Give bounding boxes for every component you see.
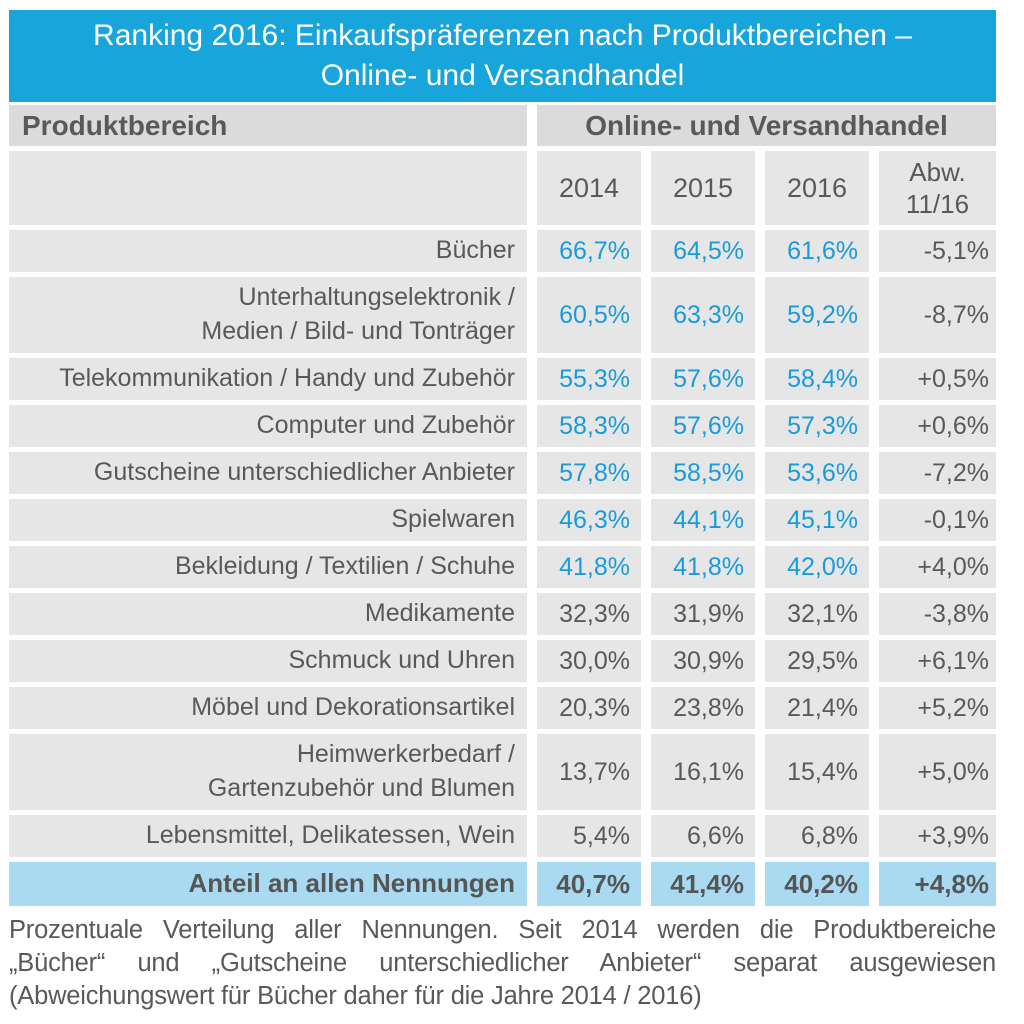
column-header-abw-11-16: Abw. 11/16 (879, 151, 996, 225)
column-header-online-versandhandel: Online- und Versandhandel (537, 105, 996, 146)
footnote-line-1: Prozentuale Verteilung aller Nennungen. … (9, 916, 996, 944)
value-abw-11-16: -3,8% (879, 593, 996, 635)
value-2015: 16,1% (651, 734, 755, 810)
value-2014: 32,3% (537, 593, 641, 635)
table-row: Bekleidung / Textilien / Schuhe 41,8% 41,8… (9, 546, 996, 588)
table-row: Heimwerkerbedarf / Gartenzubehör und Blum… (9, 734, 996, 810)
value-abw-11-16: +0,5% (879, 358, 996, 400)
row-label: Gutscheine unterschiedlicher Anbieter (9, 452, 527, 494)
value-2016: 61,6% (765, 230, 869, 272)
value-2014: 46,3% (537, 499, 641, 541)
table-row: Spielwaren 46,3% 44,1% 45,1% -0,1% (9, 499, 996, 541)
row-label: Bücher (9, 230, 527, 272)
row-label: Spielwaren (9, 499, 527, 541)
row-label: Bekleidung / Textilien / Schuhe (9, 546, 527, 588)
value-2015: 6,6% (651, 815, 755, 857)
value-abw-11-16: -7,2% (879, 452, 996, 494)
value-2016: 6,8% (765, 815, 869, 857)
row-label: Telekommunikation / Handy und Zubehör (9, 358, 527, 400)
subheader-empty-cell (9, 151, 527, 225)
value-2014: 60,5% (537, 277, 641, 353)
value-abw-11-16: +4,0% (879, 546, 996, 588)
value-2016: 53,6% (765, 452, 869, 494)
row-label: Unterhaltungselektronik / Medien / Bild- … (9, 277, 527, 353)
title-line-2: Online- und Versandhandel (320, 59, 685, 92)
table-body: Bücher 66,7% 64,5% 61,6% -5,1% Unterhaltungse… (9, 230, 996, 857)
total-value-2014: 40,7% (537, 862, 641, 906)
value-2016: 59,2% (765, 277, 869, 353)
value-2014: 55,3% (537, 358, 641, 400)
value-abw-11-16: -8,7% (879, 277, 996, 353)
value-2014: 13,7% (537, 734, 641, 810)
value-2016: 15,4% (765, 734, 869, 810)
table-row: Gutscheine unterschiedlicher Anbieter 57,… (9, 452, 996, 494)
value-2016: 58,4% (765, 358, 869, 400)
column-header-2014: 2014 (537, 151, 641, 225)
row-label: Möbel und Dekorationsartikel (9, 687, 527, 729)
value-abw-11-16: +5,2% (879, 687, 996, 729)
total-row: Anteil an allen Nennungen 40,7% 41,4% 40… (9, 862, 996, 906)
row-label: Schmuck und Uhren (9, 640, 527, 682)
table-row: Telekommunikation / Handy und Zubehör 55,… (9, 358, 996, 400)
table-row: Bücher 66,7% 64,5% 61,6% -5,1% (9, 230, 996, 272)
value-2016: 32,1% (765, 593, 869, 635)
footnote-line-2: „Bücher“ und „Gutscheine unterschiedlich… (9, 949, 996, 977)
row-label: Lebensmittel, Delikatessen, Wein (9, 815, 527, 857)
value-abw-11-16: +3,9% (879, 815, 996, 857)
column-header-2016: 2016 (765, 151, 869, 225)
table-row: Lebensmittel, Delikatessen, Wein 5,4% 6,6%… (9, 815, 996, 857)
column-header-produktbereich: Produktbereich (9, 105, 527, 146)
value-2016: 21,4% (765, 687, 869, 729)
value-2016: 29,5% (765, 640, 869, 682)
value-2015: 30,9% (651, 640, 755, 682)
value-abw-11-16: -5,1% (879, 230, 996, 272)
table-row: Computer und Zubehör 58,3% 57,6% 57,3% +0,6% (9, 405, 996, 447)
value-abw-11-16: +5,0% (879, 734, 996, 810)
total-row-label: Anteil an allen Nennungen (9, 862, 527, 906)
table-title-banner: Ranking 2016: Einkaufspräferenzen nach P… (9, 10, 996, 102)
value-2015: 23,8% (651, 687, 755, 729)
row-label: Medikamente (9, 593, 527, 635)
table-row: Medikamente 32,3% 31,9% 32,1% -3,8% (9, 593, 996, 635)
year-header-row: 2014 2015 2016 Abw. 11/16 (9, 151, 996, 225)
value-2016: 57,3% (765, 405, 869, 447)
column-header-row: Produktbereich Online- und Versandhandel (9, 105, 996, 146)
column-header-2015: 2015 (651, 151, 755, 225)
abw-header-text: Abw. 11/16 (905, 156, 970, 220)
value-abw-11-16: -0,1% (879, 499, 996, 541)
value-2015: 31,9% (651, 593, 755, 635)
value-2014: 41,8% (537, 546, 641, 588)
title-line-1: Ranking 2016: Einkaufspräferenzen nach P… (93, 19, 912, 53)
value-2015: 44,1% (651, 499, 755, 541)
value-2014: 30,0% (537, 640, 641, 682)
total-value-2016: 40,2% (765, 862, 869, 906)
value-2015: 57,6% (651, 358, 755, 400)
value-2016: 45,1% (765, 499, 869, 541)
value-2014: 20,3% (537, 687, 641, 729)
value-2015: 41,8% (651, 546, 755, 588)
total-value-2015: 41,4% (651, 862, 755, 906)
footnote-line-3: (Abweichungswert für Bücher daher für di… (9, 982, 702, 1010)
value-2014: 5,4% (537, 815, 641, 857)
value-abw-11-16: +0,6% (879, 405, 996, 447)
value-abw-11-16: +6,1% (879, 640, 996, 682)
footnote: Prozentuale Verteilung aller Nennungen. … (9, 914, 996, 1013)
value-2016: 42,0% (765, 546, 869, 588)
value-2014: 66,7% (537, 230, 641, 272)
row-label: Computer und Zubehör (9, 405, 527, 447)
table-row: Möbel und Dekorationsartikel 20,3% 23,8% 21… (9, 687, 996, 729)
value-2015: 64,5% (651, 230, 755, 272)
page: Ranking 2016: Einkaufspräferenzen nach P… (9, 10, 996, 1013)
table-row: Unterhaltungselektronik / Medien / Bild- … (9, 277, 996, 353)
value-2015: 63,3% (651, 277, 755, 353)
value-2015: 58,5% (651, 452, 755, 494)
table-row: Schmuck und Uhren 30,0% 30,9% 29,5% +6,1% (9, 640, 996, 682)
value-2014: 58,3% (537, 405, 641, 447)
value-2015: 57,6% (651, 405, 755, 447)
total-value-abw: +4,8% (879, 862, 996, 906)
row-label: Heimwerkerbedarf / Gartenzubehör und Blum… (9, 734, 527, 810)
value-2014: 57,8% (537, 452, 641, 494)
